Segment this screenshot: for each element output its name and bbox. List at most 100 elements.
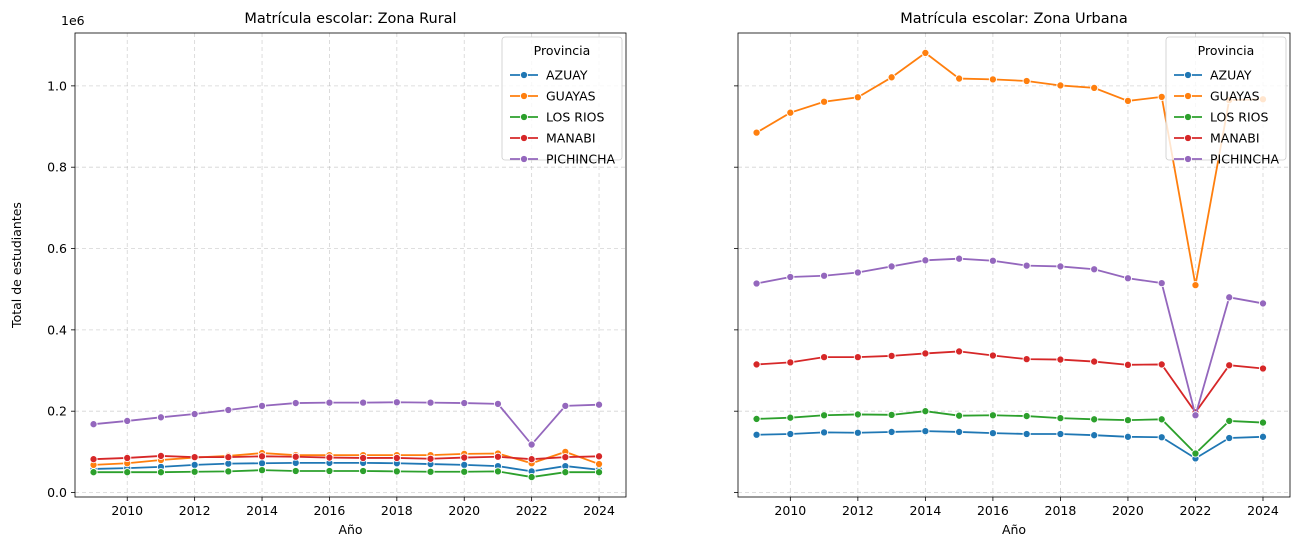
series-line-pichincha bbox=[93, 401, 600, 446]
data-point bbox=[955, 347, 964, 356]
x-tick-label: 2016 bbox=[314, 503, 346, 518]
data-point bbox=[988, 411, 997, 420]
data-point bbox=[460, 460, 469, 469]
data-point bbox=[493, 467, 502, 476]
data-point bbox=[1225, 293, 1234, 302]
series-line-pichincha bbox=[756, 257, 1264, 419]
legend-label: LOS RIOS bbox=[546, 110, 604, 125]
data-point bbox=[1123, 274, 1132, 283]
data-point bbox=[955, 74, 964, 83]
data-point bbox=[527, 440, 536, 449]
data-point bbox=[1056, 414, 1065, 423]
data-point bbox=[1123, 432, 1132, 441]
data-point bbox=[359, 466, 368, 476]
data-point bbox=[1090, 83, 1099, 92]
series-line-manabi bbox=[756, 350, 1264, 414]
x-tick-label: 2022 bbox=[1180, 503, 1212, 518]
data-point bbox=[493, 452, 502, 461]
data-point bbox=[156, 413, 165, 422]
data-point bbox=[1157, 279, 1166, 288]
data-point bbox=[820, 97, 829, 106]
plot-frame bbox=[74, 32, 627, 498]
data-point bbox=[426, 467, 435, 476]
data-point bbox=[1090, 265, 1099, 274]
x-axis-title: Año bbox=[338, 522, 362, 537]
data-point bbox=[786, 358, 795, 367]
series-line-azuay bbox=[756, 430, 1264, 460]
data-point bbox=[752, 360, 761, 369]
data-point bbox=[1191, 449, 1200, 458]
data-point bbox=[123, 468, 132, 477]
series-line-azuay bbox=[93, 461, 600, 473]
data-point bbox=[1258, 299, 1268, 308]
urban-chart-panel: 2010 2012 2014 2016 2018 2020 2022 2024 Matrícul… bbox=[734, 11, 1291, 537]
legend-marker bbox=[519, 70, 529, 80]
data-point bbox=[392, 398, 401, 407]
legend-label: LOS RIOS bbox=[1210, 110, 1268, 125]
data-point bbox=[820, 353, 829, 362]
data-point bbox=[752, 279, 761, 288]
data-point bbox=[392, 467, 401, 476]
x-tick-label: 2010 bbox=[774, 503, 806, 518]
data-point bbox=[1056, 81, 1065, 90]
y-tick-label: 1.0 bbox=[47, 78, 67, 93]
legend-label: GUAYAS bbox=[546, 89, 596, 104]
y-tick-label: 0.2 bbox=[47, 404, 67, 419]
legend-label: AZUAY bbox=[546, 68, 588, 83]
data-point bbox=[988, 351, 997, 360]
x-tick-label: 2022 bbox=[516, 503, 548, 518]
data-point bbox=[921, 256, 930, 265]
data-point bbox=[988, 429, 997, 438]
data-point bbox=[426, 398, 435, 407]
data-point bbox=[561, 453, 570, 462]
legend-marker bbox=[519, 154, 529, 164]
data-point bbox=[853, 93, 862, 102]
data-point bbox=[123, 453, 132, 463]
data-point bbox=[257, 452, 267, 461]
data-point bbox=[89, 468, 98, 477]
data-point bbox=[493, 399, 502, 408]
legend-label: GUAYAS bbox=[1210, 89, 1260, 104]
legend: Provincia AZUAY GUAYAS LOS RIOS MANABI PICHIN… bbox=[1165, 36, 1287, 167]
series-line-guayas bbox=[756, 51, 1264, 286]
data-point bbox=[190, 409, 199, 419]
data-point bbox=[190, 460, 199, 469]
data-point bbox=[325, 398, 334, 407]
data-point bbox=[561, 468, 570, 477]
data-point bbox=[1022, 76, 1031, 86]
data-point bbox=[156, 468, 165, 477]
legend: Provincia AZUAY GUAYAS LOS RIOS MANABI PICHIN… bbox=[501, 36, 623, 167]
data-point bbox=[921, 48, 930, 57]
y-tick-label: 0.0 bbox=[47, 485, 67, 500]
legend-marker bbox=[519, 112, 529, 122]
data-point bbox=[1056, 355, 1065, 364]
x-tick-label: 2018 bbox=[1045, 503, 1077, 518]
data-point bbox=[921, 349, 930, 358]
data-point bbox=[853, 353, 862, 362]
data-point bbox=[887, 262, 896, 271]
data-point bbox=[752, 414, 761, 423]
data-point bbox=[594, 400, 604, 409]
data-point bbox=[1225, 433, 1234, 443]
legend-marker bbox=[1183, 154, 1193, 164]
data-point bbox=[156, 451, 165, 460]
data-point bbox=[460, 453, 469, 462]
legend-marker bbox=[519, 133, 529, 143]
x-tick-label: 2024 bbox=[1247, 503, 1279, 518]
legend-marker bbox=[1183, 91, 1193, 101]
data-point bbox=[752, 430, 761, 439]
data-point bbox=[921, 427, 930, 436]
data-point bbox=[1225, 416, 1234, 426]
data-point bbox=[1022, 355, 1031, 364]
legend-marker bbox=[1183, 112, 1193, 122]
data-point bbox=[224, 467, 233, 476]
legend-box bbox=[1165, 36, 1287, 161]
data-point bbox=[1090, 431, 1099, 440]
legend-label: PICHINCHA bbox=[1210, 152, 1280, 167]
data-point bbox=[224, 453, 233, 462]
data-point bbox=[786, 272, 795, 282]
data-point bbox=[325, 466, 334, 476]
series-line-los-rios bbox=[756, 410, 1264, 455]
data-point bbox=[594, 468, 604, 477]
